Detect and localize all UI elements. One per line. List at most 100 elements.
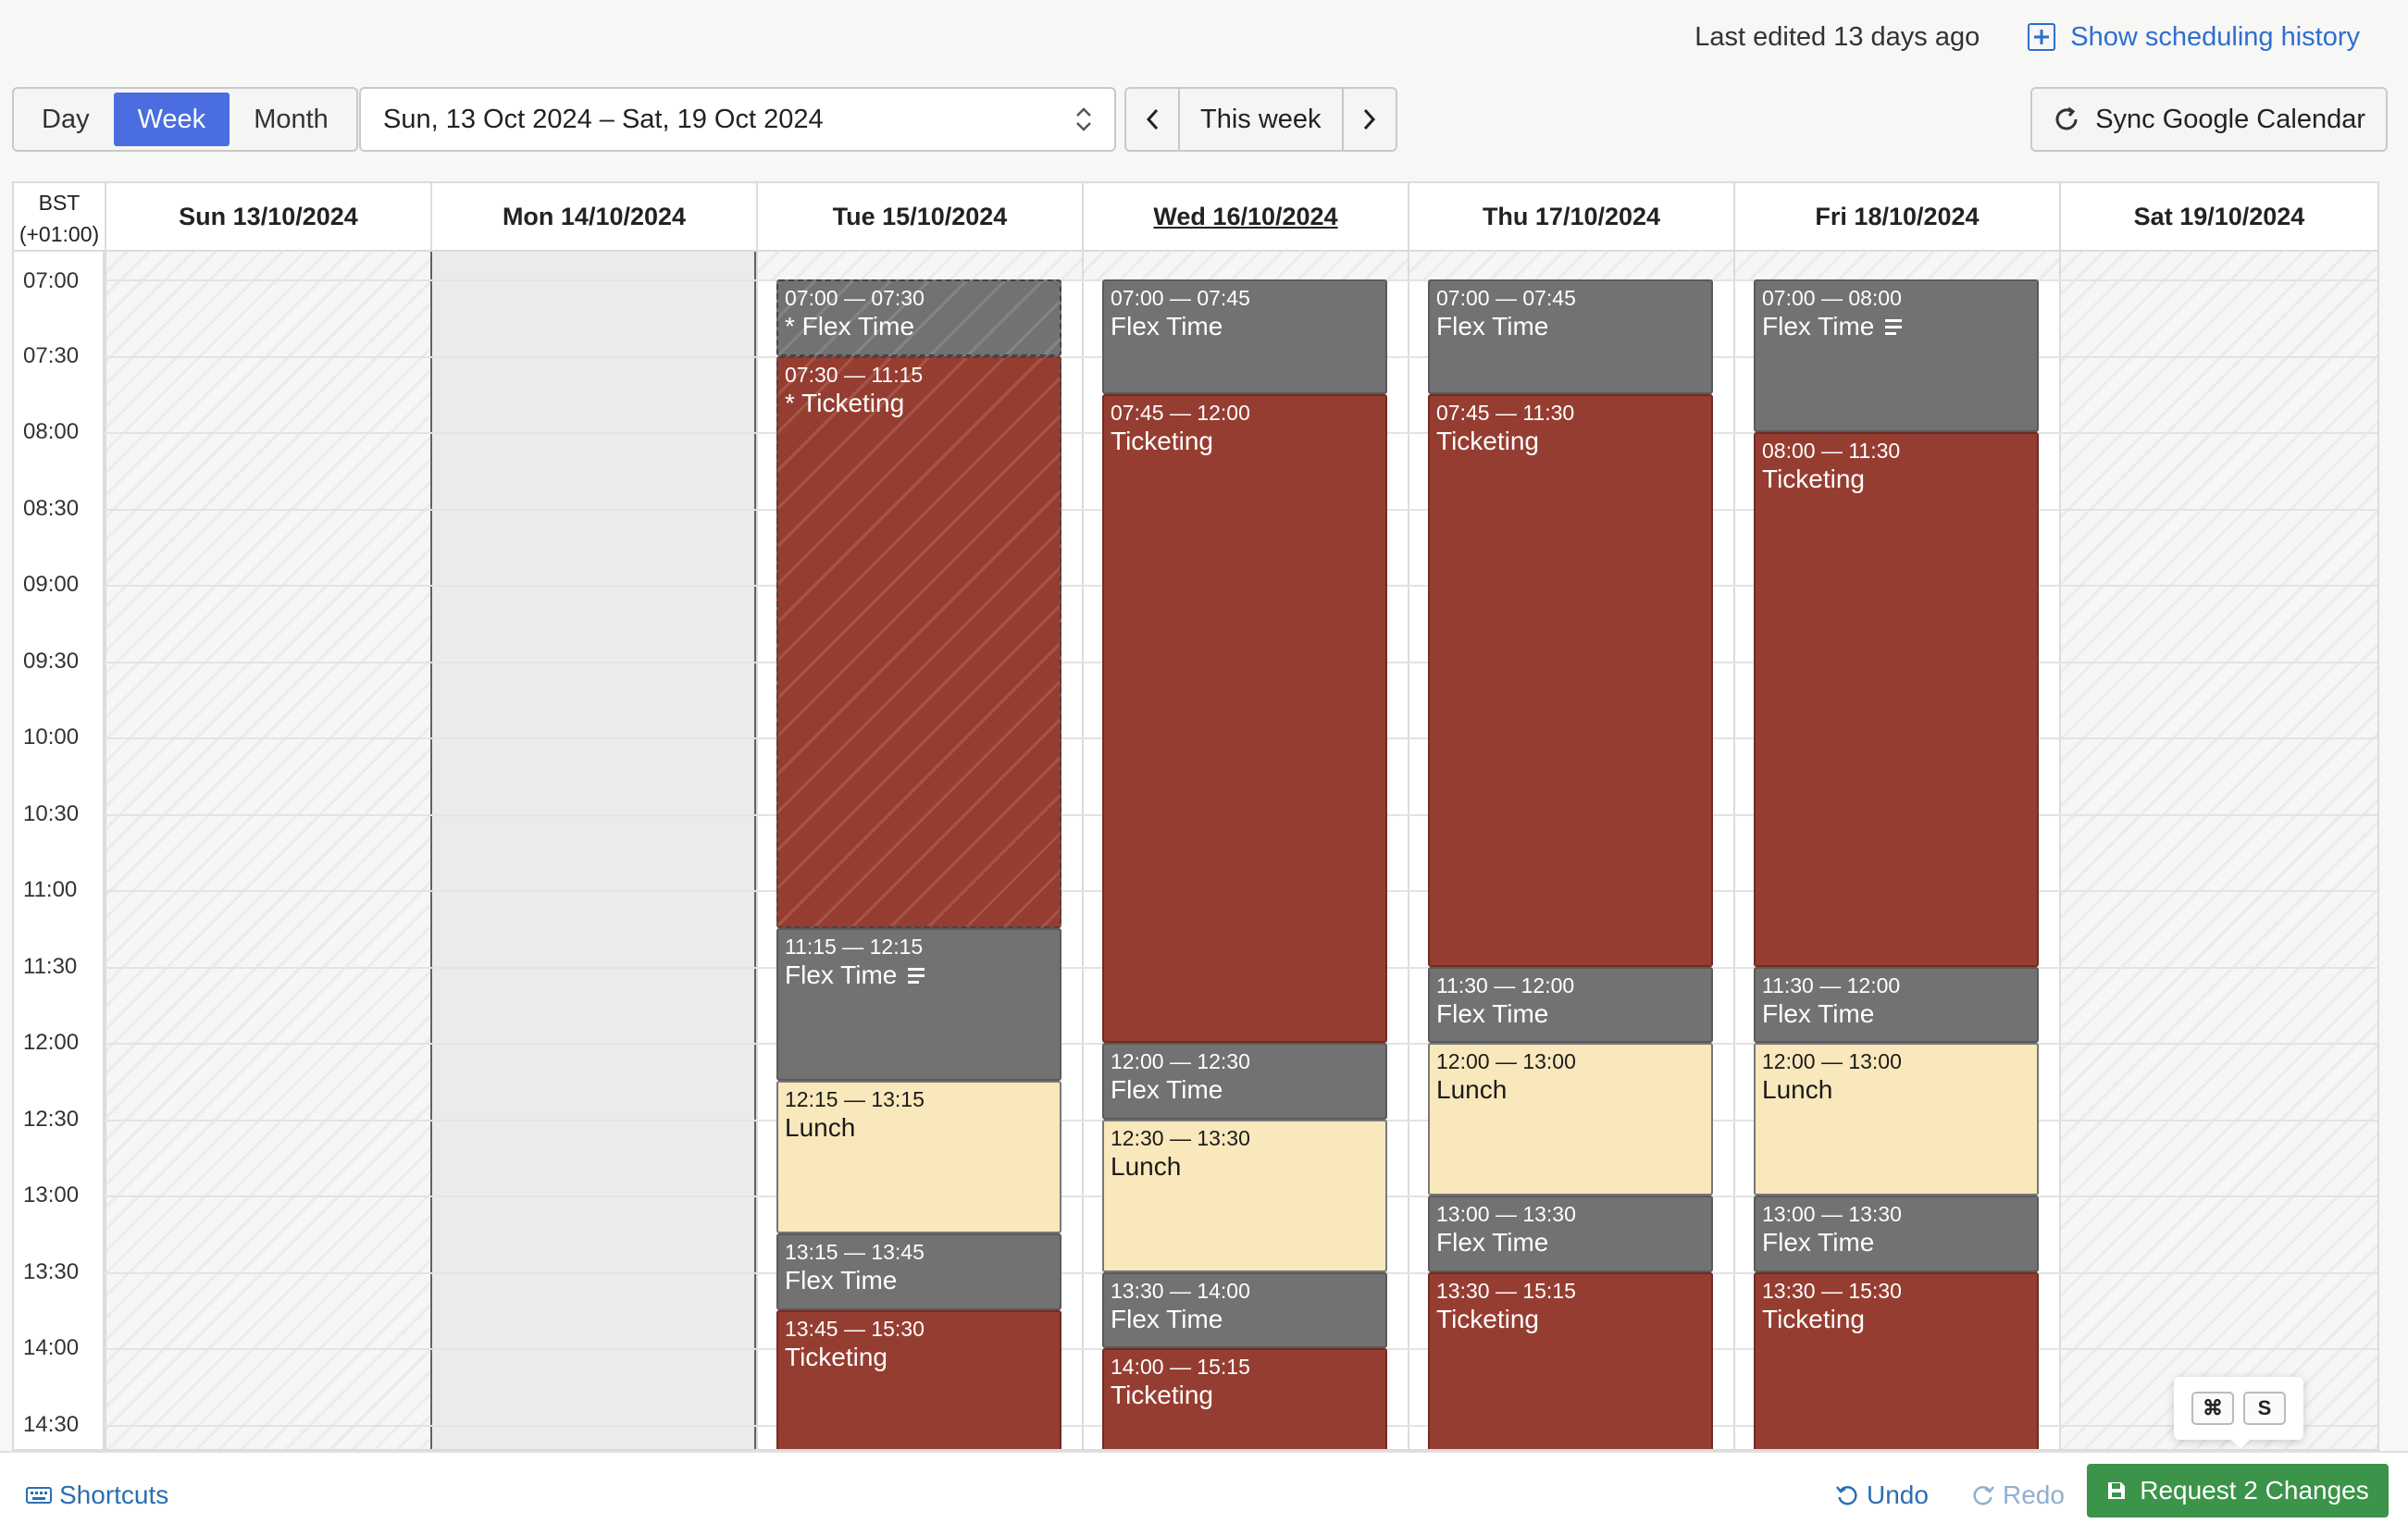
calendar-event-ticketing[interactable]: 13:45 — 15:30 Ticketing [776,1309,1061,1449]
sync-google-calendar-button[interactable]: Sync Google Calendar [2030,87,2388,152]
event-title: Flex Time [1436,998,1705,1030]
event-title-text: Flex Time [1762,1228,1875,1257]
time-label: 13:00 [23,1183,80,1208]
unavailable-strip [1409,252,1733,279]
unavailable-strip [1084,252,1408,279]
calendar-event-lunch[interactable]: 12:00 — 13:00 Lunch [1428,1043,1713,1195]
calendar-event-flex[interactable]: 07:00 — 07:45 Flex Time [1102,279,1387,394]
event-title: Ticketing [1762,464,2030,495]
day-header[interactable]: Wed 16/10/2024 [1082,183,1408,250]
event-title: * Ticketing [785,388,1053,419]
time-label: 10:00 [23,725,80,749]
event-title-text: Flex Time [785,960,898,990]
updown-chevron-icon [1075,107,1092,131]
request-changes-button[interactable]: Request 2 Changes [2087,1464,2389,1517]
time-label: 13:30 [23,1258,80,1284]
event-title-text: * Ticketing [785,388,905,417]
calendar-event-ticketing[interactable]: 13:30 — 15:15 Ticketing [1428,1271,1713,1449]
day-column[interactable] [105,252,430,1449]
time-label: 12:30 [23,1106,80,1132]
previous-week-button[interactable] [1126,89,1178,150]
calendar-event-ticketing[interactable]: 07:30 — 11:15 * Ticketing [776,355,1061,929]
undo-button[interactable]: Undo [1835,1480,1929,1510]
calendar-event-flex[interactable]: 07:00 — 07:30 * Flex Time [776,279,1061,356]
calendar-event-flex[interactable]: 12:00 — 12:30 Flex Time [1102,1043,1387,1120]
calendar-event-flex[interactable]: 13:15 — 13:45 Flex Time [776,1233,1061,1310]
event-time: 07:45 — 11:30 [1436,400,1575,425]
event-title: Flex Time [1762,998,2030,1030]
timezone-offset: (+01:00) [19,222,100,246]
event-time: 11:15 — 12:15 [785,935,924,960]
event-title-text: Flex Time [785,1266,898,1295]
view-day-button[interactable]: Day [42,104,90,134]
day-header[interactable]: Thu 17/10/2024 [1408,183,1733,250]
event-title-text: Flex Time [1762,998,1875,1028]
event-time: 11:30 — 12:00 [1436,972,1575,997]
event-time: 12:00 — 13:00 [1762,1049,1902,1073]
calendar-body: 07:00 07:30 08:00 08:30 09:00 09:30 10:00 10:30… [14,252,2377,1449]
request-changes-label: Request 2 Changes [2140,1476,2369,1505]
event-title-text: Ticketing [1762,465,1866,493]
day-header[interactable]: Sun 13/10/2024 [105,183,430,250]
calendar-event-flex[interactable]: 13:00 — 13:30 Flex Time [1754,1195,2039,1272]
plus-square-icon [2028,23,2056,51]
event-title-text: Ticketing [1111,1381,1214,1409]
s-key: S [2243,1392,2286,1425]
event-title-text: Ticketing [1111,426,1214,455]
top-meta: Last edited 13 days ago Show scheduling … [1694,17,2360,57]
view-week-button[interactable]: Week [113,93,230,146]
calendar-event-flex[interactable]: 11:30 — 12:00 Flex Time [1754,966,2039,1043]
calendar-event-flex[interactable]: 07:00 — 08:00 Flex Time [1754,279,2039,432]
event-title-text: Flex Time [1111,1304,1223,1333]
calendar-event-ticketing[interactable]: 14:00 — 15:15 Ticketing [1102,1348,1387,1449]
calendar-event-flex[interactable]: 13:00 — 13:30 Flex Time [1428,1195,1713,1272]
event-title: Ticketing [1111,426,1379,457]
event-title: Ticketing [1436,426,1705,457]
event-time: 07:45 — 12:00 [1111,400,1250,425]
event-title-text: Ticketing [1436,1304,1540,1333]
next-week-button[interactable] [1344,89,1396,150]
calendar-event-ticketing[interactable]: 07:45 — 11:30 Ticketing [1428,393,1713,967]
day-header[interactable]: Mon 14/10/2024 [430,183,756,250]
calendar-event-ticketing[interactable]: 08:00 — 11:30 Ticketing [1754,432,2039,967]
calendar-event-flex[interactable]: 11:30 — 12:00 Flex Time [1428,966,1713,1043]
event-time: 13:30 — 15:15 [1436,1278,1576,1303]
day-header[interactable]: Sat 19/10/2024 [2059,183,2377,250]
event-time: 11:30 — 12:00 [1762,972,1901,997]
calendar-event-lunch[interactable]: 12:15 — 13:15 Lunch [776,1081,1061,1234]
event-time: 13:00 — 13:30 [1762,1202,1902,1226]
day-column[interactable] [2059,252,2377,1449]
event-title: Lunch [785,1112,1053,1144]
keyboard-icon [26,1487,52,1504]
history-link-label: Show scheduling history [2070,21,2360,52]
unavailable-strip [758,252,1082,279]
this-week-button[interactable]: This week [1178,89,1344,150]
event-time: 12:15 — 13:15 [785,1087,925,1112]
show-scheduling-history-link[interactable]: Show scheduling history [2028,22,2360,53]
day-header[interactable]: Fri 18/10/2024 [1733,183,2059,250]
view-month-button[interactable]: Month [254,104,329,134]
calendar-event-flex[interactable]: 13:30 — 14:00 Flex Time [1102,1271,1387,1348]
calendar-event-lunch[interactable]: 12:30 — 13:30 Lunch [1102,1119,1387,1272]
date-range-select[interactable]: Sun, 13 Oct 2024 – Sat, 19 Oct 2024 [359,87,1116,152]
event-title: Lunch [1436,1074,1705,1106]
event-time: 13:30 — 15:30 [1762,1278,1902,1303]
timezone-label: BST (+01:00) [14,187,105,250]
calendar-event-flex[interactable]: 11:15 — 12:15 Flex Time [776,928,1061,1082]
day-header[interactable]: Tue 15/10/2024 [756,183,1082,250]
event-title-text: Flex Time [1762,312,1875,341]
event-title-text: Flex Time [1111,1075,1223,1104]
calendar-event-flex[interactable]: 07:00 — 07:45 Flex Time [1428,279,1713,394]
day-column[interactable] [430,252,756,1449]
calendar-event-ticketing[interactable]: 13:30 — 15:30 Ticketing [1754,1271,2039,1449]
calendar-event-ticketing[interactable]: 07:45 — 12:00 Ticketing [1102,393,1387,1043]
event-time: 12:00 — 13:00 [1436,1049,1576,1073]
event-title-text: Flex Time [1111,312,1223,341]
redo-button[interactable]: Redo [1971,1480,2065,1510]
event-title-text: Flex Time [1436,1228,1549,1257]
date-range-value: Sun, 13 Oct 2024 – Sat, 19 Oct 2024 [383,104,824,134]
event-title-text: Lunch [785,1113,856,1143]
calendar-event-lunch[interactable]: 12:00 — 13:00 Lunch [1754,1043,2039,1195]
shortcuts-link[interactable]: Shortcuts [26,1480,168,1510]
event-title-text: Ticketing [1436,426,1540,455]
